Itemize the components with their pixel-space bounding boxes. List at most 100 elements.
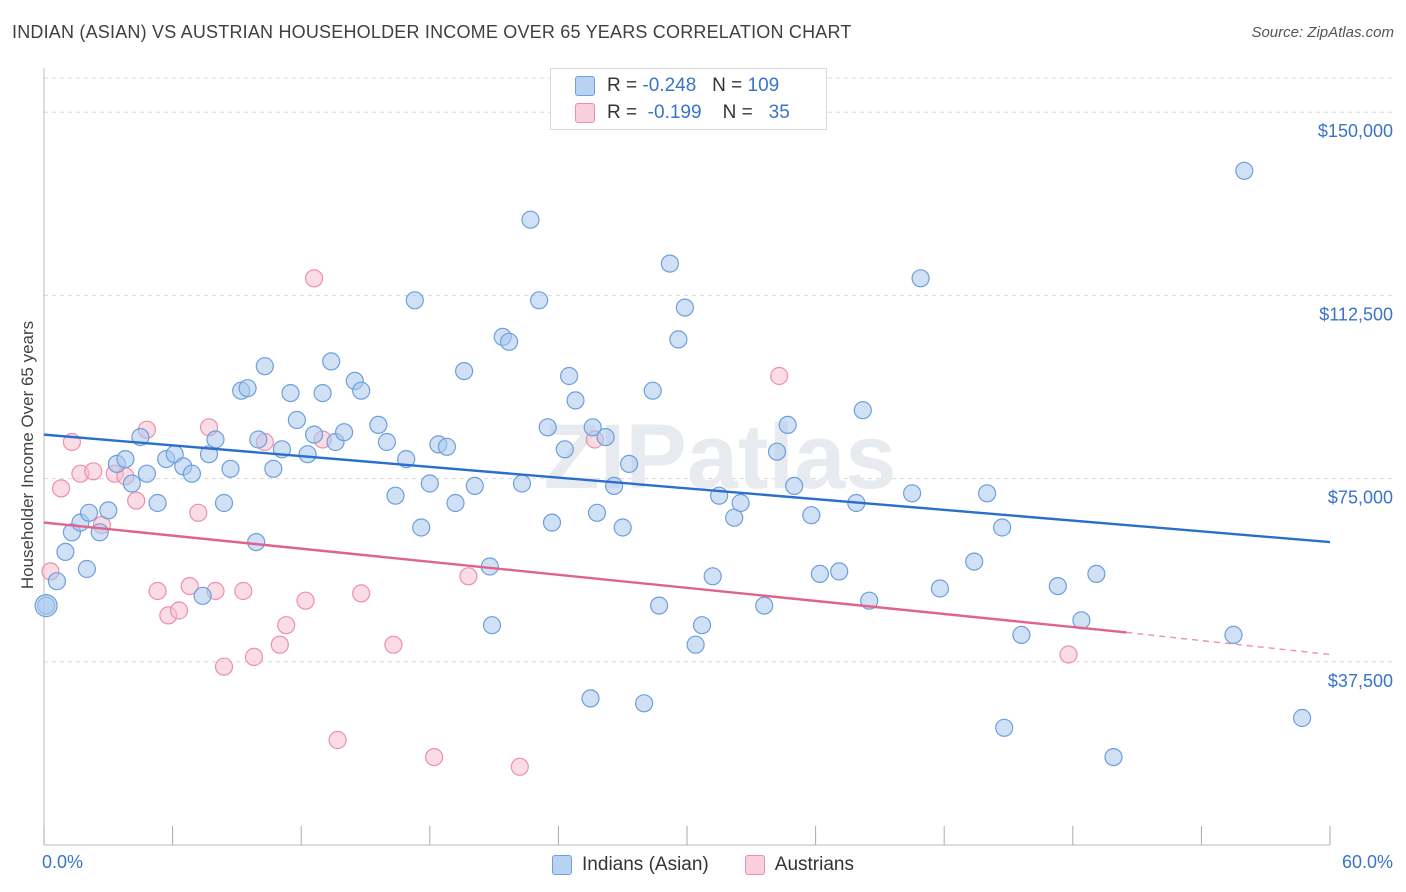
indian-point [965,552,984,571]
trend-lines [43,433,1331,656]
austrian-point [352,584,371,603]
austrian-point [189,503,208,522]
x-tick-min: 0.0% [42,852,84,872]
indian-point [559,366,579,386]
indian-point [255,357,274,376]
indian-point [34,593,58,618]
indian-point [322,352,341,371]
indian-point [287,410,306,430]
legend-row-austrians: R = -0.199 N = 35 [575,101,790,125]
indian-point [755,596,774,615]
indian-point [369,415,388,434]
r-label: R = [607,102,638,123]
n-value: 109 [747,75,780,96]
indian-point [116,450,135,469]
austrian-point [296,591,315,610]
correlation-legend: R = -0.248 N = 109 R = -0.199 N = 35 [550,68,827,130]
austrians-trend-line [43,521,1127,634]
austrian-point [127,491,146,510]
n-label: N = [712,75,743,96]
indian-point [305,425,324,444]
y-tick-label: $112,500 [1319,304,1393,324]
source-label: Source: ZipAtlas.com [1251,24,1394,41]
indian-point [675,298,695,317]
austrian-point [328,730,347,750]
indian-point [90,523,109,542]
austrian-point [459,567,478,586]
austrian-point [425,747,444,767]
indian-point [420,474,439,493]
indian-point [1104,747,1123,767]
indian-point [542,513,562,532]
indian-point [853,401,872,420]
indian-point [1048,576,1067,596]
legend-row-indians: R = -0.248 N = 109 [575,74,779,98]
indian-point [1235,161,1254,180]
indian-point [583,418,602,437]
indian-point [995,718,1014,737]
indian-point [566,391,585,410]
indian-point [1087,564,1106,584]
austrian-point [510,757,529,776]
indian-point [335,423,354,442]
y-tick-label: $75,000 [1328,488,1393,508]
indian-point [148,493,167,513]
legend-swatch-blue [575,76,595,96]
legend-item-austrians[interactable]: Austrians [744,854,854,876]
indian-point [802,506,821,525]
austrian-point [169,601,189,620]
legend-label: Indians (Asian) [582,854,709,875]
indian-point [405,291,424,310]
indian-point [182,464,201,483]
indian-point [386,486,405,505]
indian-point [529,291,549,310]
austrian-point [84,462,103,481]
austrians-trend-extension [1126,631,1331,656]
indian-point [977,484,997,503]
indian-point [500,332,519,351]
indian-point [47,572,67,591]
indian-point [99,501,118,520]
indian-point [538,418,557,437]
indian-point [122,474,141,493]
indian-point [377,432,396,452]
indian-point [596,428,615,447]
indian-point [810,564,830,584]
indian-point [992,518,1012,537]
indian-point [465,476,484,495]
indian-point [193,586,212,605]
indian-point [613,518,632,537]
legend-swatch-pink [744,855,765,875]
legend-swatch-pink [575,103,595,123]
indian-point [778,415,797,434]
indians-points [34,161,1312,767]
legend-item-indians[interactable]: Indians (Asian) [552,854,709,876]
indian-point [221,459,240,478]
indian-point [352,381,371,400]
indians-trend-line [43,433,1331,544]
indian-point [77,559,97,579]
r-label: R = [607,75,638,96]
austrian-point [180,576,199,596]
indian-point [634,694,654,713]
austrian-point [234,581,253,601]
indian-point [482,616,502,635]
austrian-point [51,479,71,498]
indian-point [313,384,332,403]
indian-point [731,493,750,513]
indian-point [830,562,849,581]
indian-point [785,476,804,495]
indian-point [238,379,257,398]
x-tick-max: 60.0% [1341,852,1393,872]
indian-point [206,430,225,449]
indian-point [767,442,787,461]
indian-point [247,532,266,552]
austrian-point [244,647,264,667]
indian-point [911,269,930,288]
n-label: N = [722,102,753,123]
indian-point [214,493,234,513]
indian-point [512,474,532,493]
austrian-point [1059,645,1078,664]
indian-point [455,362,474,381]
